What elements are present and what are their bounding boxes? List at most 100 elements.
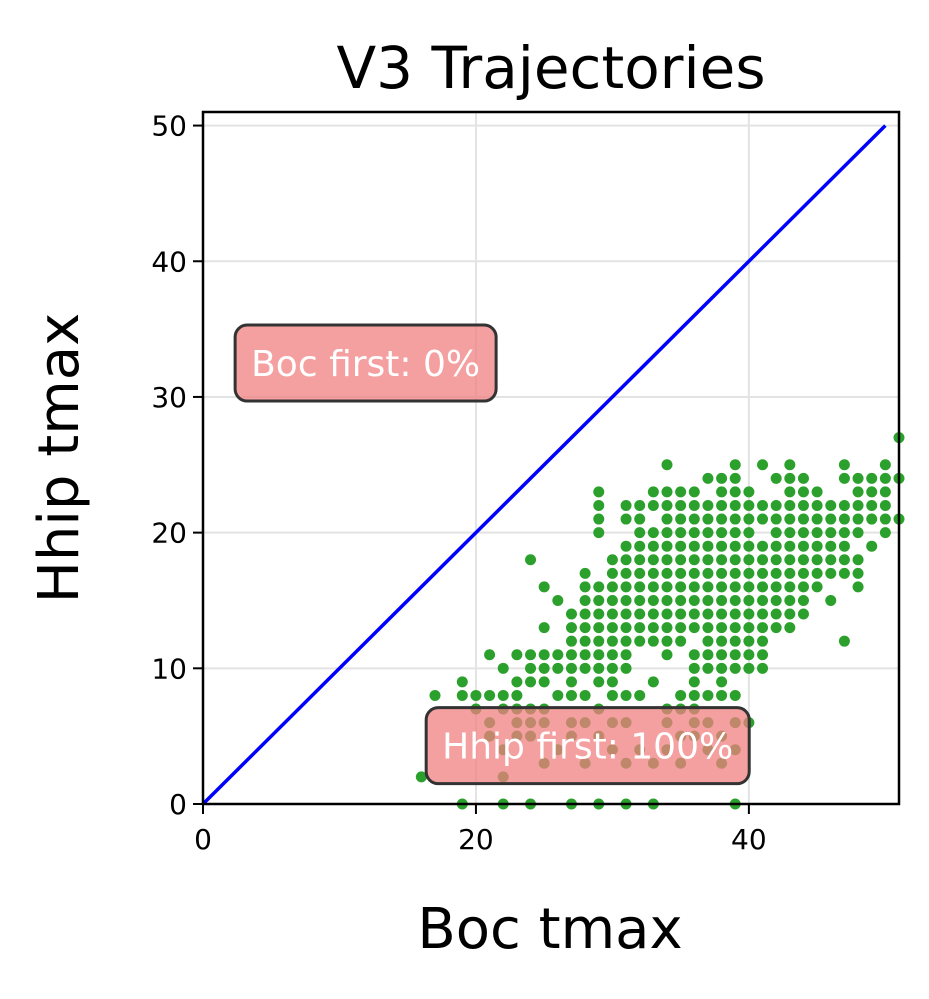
- scatter-point: [688, 567, 700, 579]
- scatter-point: [770, 608, 782, 620]
- annotation-labels: Boc first: 0% Hhip first: 100%: [251, 344, 733, 768]
- scatter-point: [606, 594, 618, 606]
- scatter-point: [729, 649, 741, 661]
- scatter-point: [838, 635, 850, 647]
- scatter-point: [606, 581, 618, 593]
- scatter-point: [770, 622, 782, 634]
- scatter-point: [675, 513, 687, 525]
- scatter-point: [729, 594, 741, 606]
- scatter-point: [743, 527, 755, 539]
- scatter-point: [661, 581, 673, 593]
- scatter-point: [538, 581, 550, 593]
- scatter-point: [770, 513, 782, 525]
- scatter-point: [593, 499, 605, 511]
- scatter-point: [743, 581, 755, 593]
- scatter-point: [688, 486, 700, 498]
- scatter-point: [729, 486, 741, 498]
- scatter-point: [757, 567, 769, 579]
- y-tick-label: 0: [169, 788, 187, 821]
- scatter-point: [525, 662, 537, 674]
- scatter-point: [620, 499, 632, 511]
- scatter-point: [729, 662, 741, 674]
- scatter-point: [634, 622, 646, 634]
- scatter-point: [729, 554, 741, 566]
- scatter-point: [511, 676, 523, 688]
- scatter-point: [770, 567, 782, 579]
- scatter-point: [838, 499, 850, 511]
- scatter-point: [743, 594, 755, 606]
- scatter-point: [565, 689, 577, 701]
- scatter-point: [852, 554, 864, 566]
- scatter-point: [620, 662, 632, 674]
- scatter-point: [593, 581, 605, 593]
- scatter-point: [661, 567, 673, 579]
- scatter-point: [497, 689, 509, 701]
- scatter-point: [784, 540, 796, 552]
- scatter-point: [415, 771, 427, 783]
- scatter-point: [825, 499, 837, 511]
- scatter-point: [716, 554, 728, 566]
- scatter-point: [702, 608, 714, 620]
- scatter-point: [770, 527, 782, 539]
- scatter-point: [770, 540, 782, 552]
- scatter-point: [538, 622, 550, 634]
- scatter-point: [784, 527, 796, 539]
- y-tick-label: 40: [151, 245, 187, 278]
- scatter-point: [688, 608, 700, 620]
- scatter-point: [688, 540, 700, 552]
- scatter-point: [716, 486, 728, 498]
- scatter-point: [797, 594, 809, 606]
- scatter-point: [852, 567, 864, 579]
- scatter-point: [606, 649, 618, 661]
- scatter-point: [688, 513, 700, 525]
- scatter-point: [825, 567, 837, 579]
- scatter-point: [811, 499, 823, 511]
- scatter-point: [838, 567, 850, 579]
- scatter-point: [729, 581, 741, 593]
- scatter-point: [702, 513, 714, 525]
- scatter-point: [634, 608, 646, 620]
- scatter-point: [525, 649, 537, 661]
- scatter-point: [688, 581, 700, 593]
- scatter-point: [579, 649, 591, 661]
- scatter-point: [784, 554, 796, 566]
- scatter-point: [825, 594, 837, 606]
- scatter-point: [675, 486, 687, 498]
- scatter-point: [647, 608, 659, 620]
- scatter-point: [661, 635, 673, 647]
- scatter-point: [579, 622, 591, 634]
- scatter-point: [797, 540, 809, 552]
- scatter-point: [634, 499, 646, 511]
- scatter-point: [565, 635, 577, 647]
- scatter-point: [879, 499, 891, 511]
- y-axis-ticks: 0 10 20 30 40 50: [151, 110, 203, 821]
- scatter-point: [797, 472, 809, 484]
- scatter-point: [702, 567, 714, 579]
- scatter-point: [757, 662, 769, 674]
- scatter-point: [838, 513, 850, 525]
- scatter-point: [811, 567, 823, 579]
- scatter-point: [688, 622, 700, 634]
- scatter-point: [511, 649, 523, 661]
- scatter-point: [579, 594, 591, 606]
- scatter-point: [634, 581, 646, 593]
- scatter-point: [743, 622, 755, 634]
- scatter-point: [743, 635, 755, 647]
- scatter-point: [757, 608, 769, 620]
- scatter-point: [647, 540, 659, 552]
- scatter-point: [675, 499, 687, 511]
- scatter-point: [579, 662, 591, 674]
- scatter-point: [716, 472, 728, 484]
- scatter-point: [661, 513, 673, 525]
- scatter-point: [593, 608, 605, 620]
- scatter-point: [838, 527, 850, 539]
- scatter-point: [552, 689, 564, 701]
- scatter-point: [866, 513, 878, 525]
- scatter-point: [866, 472, 878, 484]
- annotation-boxes: [233, 323, 751, 786]
- scatter-point: [797, 608, 809, 620]
- scatter-point: [852, 499, 864, 511]
- scatter-point: [606, 554, 618, 566]
- annotation-label: Boc first: 0%: [251, 344, 480, 385]
- scatter-point: [675, 540, 687, 552]
